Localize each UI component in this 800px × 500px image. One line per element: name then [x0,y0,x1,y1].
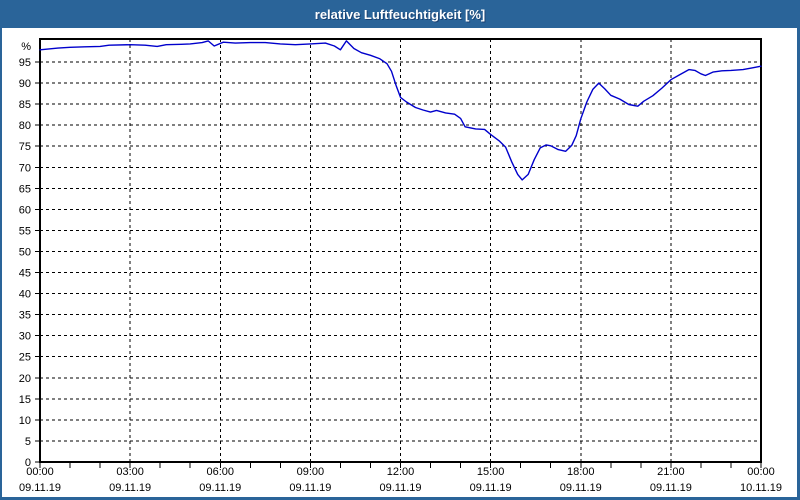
x-time-label: 21:00 [657,466,685,478]
y-tick-label: 45 [19,268,31,280]
x-time-label: 18:00 [567,466,595,478]
x-time-label: 09:00 [297,466,325,478]
y-tick-label: 15 [19,394,31,406]
x-date-label: 09.11.19 [470,482,512,494]
x-time-label: 12:00 [387,466,415,478]
y-tick-label: 75 [19,141,31,153]
axis-ticks [35,61,762,468]
x-time-label: 03:00 [116,466,144,478]
x-date-label: 10.11.19 [740,482,782,494]
y-tick-label: 70 [19,162,31,174]
y-tick-label: 85 [19,99,31,111]
y-tick-label: 35 [19,310,31,322]
humidity-line-chart: 05101520253035404550556065707580859095%0… [0,28,800,500]
y-tick-label: 0 [25,457,31,469]
y-tick-label: 40 [19,289,31,301]
title-bar: relative Luftfeuchtigkeit [%] [0,0,800,28]
window-frame [0,28,800,500]
x-date-label: 09.11.19 [650,482,692,494]
x-date-label: 09.11.19 [560,482,602,494]
y-tick-label: 30 [19,331,31,343]
x-date-label: 09.11.19 [199,482,241,494]
y-tick-label: 80 [19,120,31,132]
chart-area: 0 5 10 15 20 25 30 35 40 45 50 55 60 65 70 75 80 85 90 95% 0… [0,28,800,500]
x-time-label: 06:00 [206,466,234,478]
x-date-label: 09.11.19 [379,482,421,494]
y-tick-label: 25 [19,352,31,364]
x-time-label: 00:00 [747,466,775,478]
y-tick-label: 5 [25,436,31,448]
x-time-label: 00:00 [26,466,54,478]
y-axis-labels: 0 5 10 15 20 25 30 35 40 45 50 55 60 65 70 75 80 85 90 95% [19,41,31,469]
y-tick-label: 65 [19,183,31,195]
x-time-label: 15:00 [477,466,505,478]
y-tick-label: 55 [19,225,31,237]
x-date-label: 09.11.19 [19,482,61,494]
x-date-label: 09.11.19 [109,482,151,494]
y-tick-label: 95 [19,57,31,69]
y-tick-label: 50 [19,246,31,258]
y-tick-label: 10 [19,415,31,427]
y-tick-label: 60 [19,204,31,216]
x-date-label: 09.11.19 [289,482,331,494]
y-tick-label: 90 [19,78,31,90]
gridlines [40,39,761,462]
x-axis-labels: 00:00 09.11.19 03:00 09.11.19 06:00 09.11.19 0… [19,466,782,494]
y-tick-label: 20 [19,373,31,385]
humidity-series-line [39,40,762,181]
window-title: relative Luftfeuchtigkeit [%] [314,6,486,22]
y-unit-label: % [21,41,31,53]
